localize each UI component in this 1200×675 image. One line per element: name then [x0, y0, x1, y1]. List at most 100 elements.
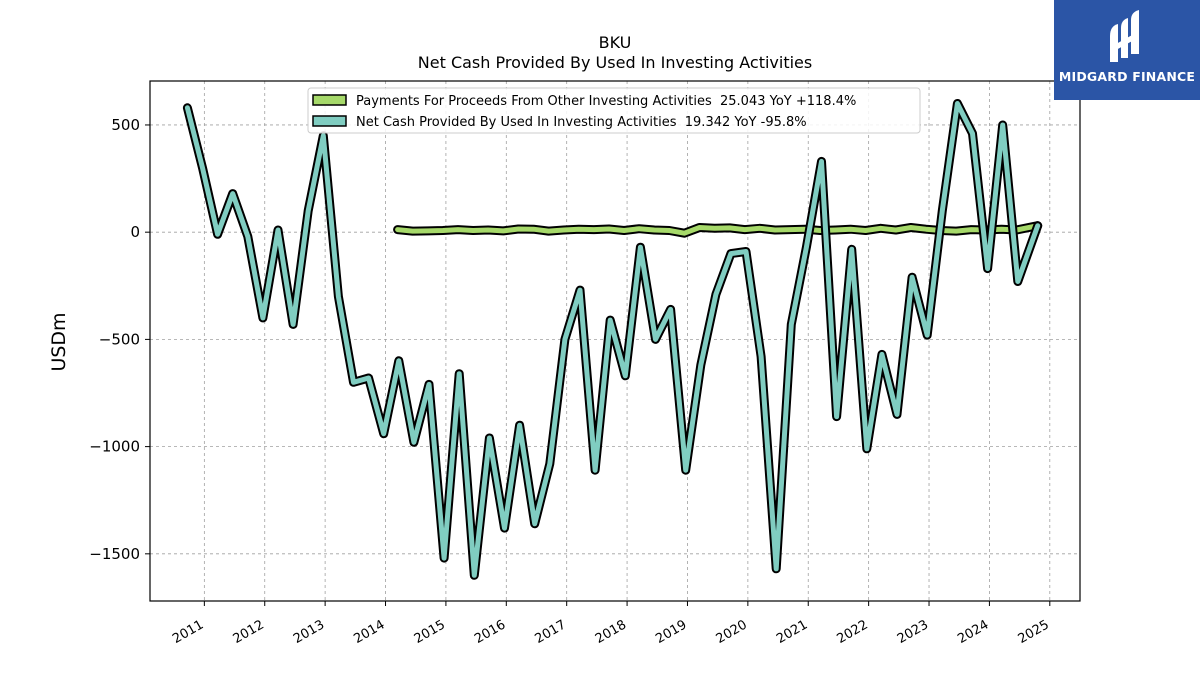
payments-series-point	[471, 229, 475, 232]
y-tick-label: 0	[130, 223, 140, 241]
plot-frame	[149, 80, 1081, 602]
net-cash-series-point	[865, 447, 869, 450]
net-cash-series-point	[352, 381, 355, 384]
payments-series-point	[698, 226, 701, 229]
legend-box	[307, 87, 921, 134]
payments-series-point	[970, 228, 973, 231]
net-cash-series-point	[291, 323, 295, 326]
payments-series-point	[834, 228, 837, 232]
net-cash-series-point	[367, 376, 370, 380]
net-cash-series-point	[729, 252, 733, 255]
net-cash-series-point	[926, 333, 929, 337]
net-cash-series-point	[714, 293, 718, 296]
net-cash-series-point	[518, 423, 521, 427]
net-cash-series-point	[337, 295, 340, 298]
net-cash-series-point	[624, 374, 627, 378]
payments-series-point	[653, 228, 656, 232]
net-cash-series-point	[261, 316, 265, 320]
net-cash-series-point	[986, 267, 989, 270]
net-cash-series-point	[1001, 123, 1004, 127]
payments-series-point	[743, 228, 747, 231]
y-axis-ticks: 500 0 −500 −1000 −1500	[89, 116, 150, 563]
payments-series-point	[864, 229, 867, 232]
net-cash-series-point	[971, 132, 974, 135]
payments-series-point	[849, 227, 852, 231]
net-cash-series-point	[850, 248, 853, 251]
payments-series-point	[502, 229, 505, 233]
legend: Payments For Proceeds From Other Investi…	[307, 87, 921, 134]
payments-series-point	[728, 226, 731, 230]
legend-swatch-net-cash	[312, 115, 347, 127]
payments-series-point	[924, 227, 928, 231]
net-cash-series-point	[382, 432, 385, 435]
net-cash-series-point	[186, 106, 189, 110]
net-cash-series-point	[699, 363, 702, 367]
net-cash-series-point	[503, 526, 506, 530]
payments-series-point	[637, 227, 641, 230]
payments-series-point	[758, 227, 762, 230]
payments-series-point	[819, 229, 822, 232]
legend-label-payments: Payments For Proceeds From Other Investi…	[356, 94, 856, 109]
net-cash-series-point	[457, 372, 461, 375]
net-cash-series-point	[563, 338, 567, 341]
payments-series-point	[396, 228, 399, 231]
net-cash-series-point	[684, 468, 687, 472]
payments-series-point	[683, 232, 686, 235]
net-cash-series-point	[397, 359, 401, 363]
net-cash-series-point	[880, 353, 884, 356]
payments-series-point	[622, 229, 626, 232]
legend-swatch-payments	[312, 94, 347, 106]
y-tick-label: −1500	[89, 545, 140, 563]
payments-series-point	[426, 229, 429, 233]
net-cash-series-point	[473, 574, 476, 577]
series-layer	[182, 99, 1043, 580]
net-cash-series-point	[442, 556, 446, 560]
net-cash-series-point	[427, 383, 431, 386]
net-cash-series-point	[654, 338, 657, 341]
net-cash-series-point	[820, 160, 823, 163]
net-cash-series-point	[1016, 280, 1019, 283]
net-cash-series-point	[956, 102, 959, 105]
payments-series-point	[562, 228, 565, 232]
payments-series-point	[668, 229, 671, 232]
midgard-logo-icon	[1110, 10, 1139, 62]
net-cash-series-point	[231, 192, 234, 195]
y-tick-label: −1000	[89, 438, 140, 456]
net-cash-series-point	[835, 415, 838, 418]
net-cash-series-point	[578, 288, 582, 292]
payments-series-point	[773, 228, 777, 232]
payments-series-point	[879, 227, 882, 230]
payments-series-point	[909, 226, 913, 229]
net-cash-series-point	[593, 468, 597, 472]
payments-series-point	[532, 227, 535, 231]
payments-series-point	[894, 228, 898, 232]
net-cash-series-point	[246, 235, 250, 238]
payments-series-point	[713, 227, 716, 230]
payments-series-point	[607, 227, 611, 231]
payments-series-point	[517, 227, 520, 231]
net-cash-series-point	[744, 250, 748, 253]
payments-series-point	[411, 229, 414, 233]
net-cash-series-point	[790, 323, 793, 326]
net-cash-series-point	[759, 355, 763, 358]
payments-series-point	[456, 228, 460, 231]
chart-subtitle: Net Cash Provided By Used In Investing A…	[418, 53, 812, 72]
net-cash-series-point	[775, 567, 778, 571]
y-tick-label: −500	[99, 330, 140, 348]
payments-series-point	[1000, 227, 1003, 231]
payments-series-point	[547, 229, 550, 233]
payments-series-point	[955, 229, 958, 233]
net-cash-series-point	[639, 245, 642, 249]
net-cash-series-point	[805, 245, 808, 249]
net-cash-series-point	[322, 134, 325, 137]
payments-series-point	[441, 229, 445, 232]
y-axis-label: USDm	[48, 312, 70, 371]
net-cash-series-point	[608, 318, 612, 322]
net-cash-series-point	[1036, 224, 1039, 227]
net-cash-series-point	[412, 441, 416, 444]
net-cash-series-point	[548, 462, 551, 465]
net-cash-series-point	[895, 413, 899, 416]
net-cash-series-point	[276, 228, 280, 232]
logo-text: MIDGARD FINANCE	[1058, 69, 1196, 84]
